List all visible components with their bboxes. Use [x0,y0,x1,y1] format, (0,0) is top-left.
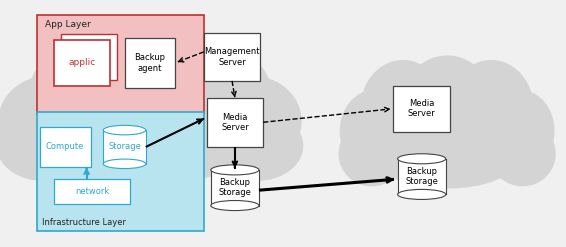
Bar [393,86,450,131]
Ellipse shape [397,189,446,200]
Bar [37,15,204,114]
Bar [54,40,110,86]
Text: Backup
Storage: Backup Storage [405,167,438,186]
Ellipse shape [211,201,259,210]
Ellipse shape [340,90,410,172]
Bar [204,33,260,81]
Ellipse shape [339,122,404,186]
Ellipse shape [103,125,146,135]
Bar [207,98,263,147]
Bar [40,126,91,167]
Ellipse shape [103,159,146,168]
Ellipse shape [211,165,259,175]
Bar [397,159,446,194]
Bar [125,38,175,88]
Bar [37,112,204,231]
Text: network: network [75,187,109,196]
Ellipse shape [0,111,89,180]
Ellipse shape [378,129,517,188]
Text: Backup
agent: Backup agent [135,53,165,73]
Ellipse shape [378,104,466,181]
Ellipse shape [211,111,303,180]
Ellipse shape [52,91,176,175]
Ellipse shape [449,61,533,156]
Ellipse shape [484,90,554,172]
Text: Infrastructure Layer: Infrastructure Layer [42,218,126,227]
Ellipse shape [0,77,97,165]
Ellipse shape [361,61,445,156]
Bar [54,179,131,204]
Ellipse shape [153,44,272,148]
Text: App Layer: App Layer [45,20,91,29]
Bar [211,170,259,206]
Ellipse shape [52,119,248,183]
Ellipse shape [28,44,147,148]
Ellipse shape [428,104,517,181]
Text: Storage: Storage [108,143,141,151]
Text: Backup
Storage: Backup Storage [218,178,251,197]
Ellipse shape [124,91,248,175]
Ellipse shape [81,40,219,163]
Ellipse shape [490,122,555,186]
Bar [61,34,117,80]
Text: Media
Server: Media Server [408,99,436,118]
Ellipse shape [398,56,496,170]
Ellipse shape [397,154,446,164]
Ellipse shape [203,77,301,165]
Bar [103,130,146,164]
Text: applic: applic [68,59,96,67]
Text: Media
Server: Media Server [221,113,249,132]
Text: Management
Server: Management Server [204,47,260,66]
Text: Compute: Compute [46,143,84,151]
